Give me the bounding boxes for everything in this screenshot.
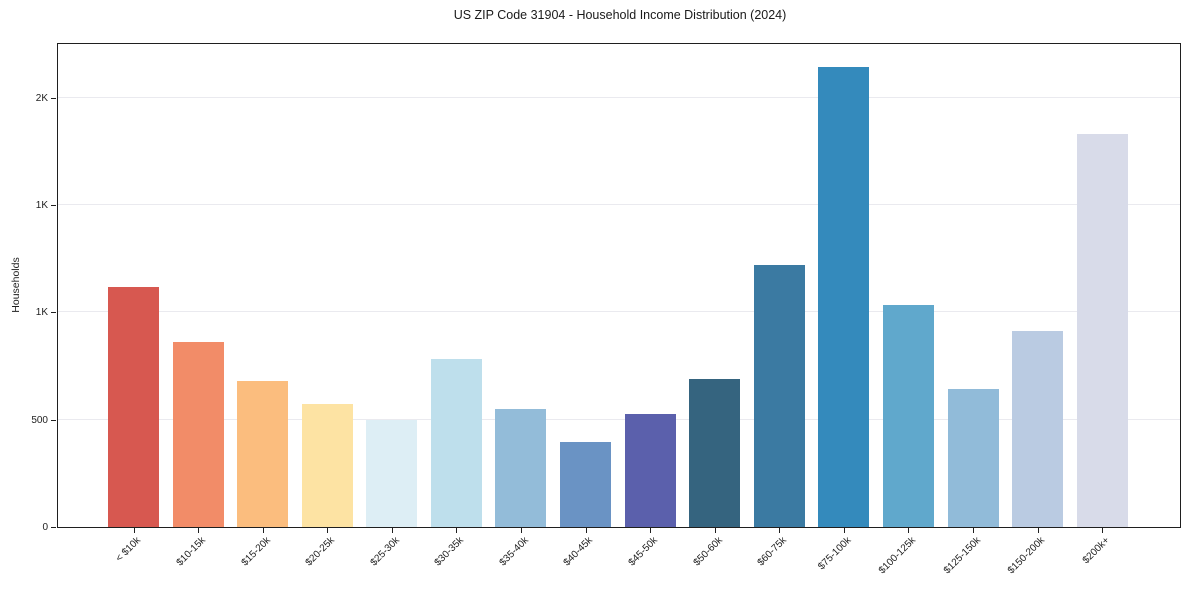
- x-tick-mark: [585, 528, 587, 533]
- x-tick-label: $60-75k: [755, 535, 790, 569]
- bar-< $10k: [108, 286, 159, 527]
- x-tick-mark: [1102, 528, 1104, 533]
- bar-$15-20k: [237, 381, 289, 527]
- x-tick-label: $35-40k: [497, 535, 531, 569]
- x-tick-mark: [843, 528, 845, 533]
- y-tick-mark: [51, 97, 56, 99]
- x-tick-label: $20-25k: [303, 535, 338, 569]
- x-tick-label: $40-45k: [562, 535, 596, 569]
- x-tick-label: $45-50k: [626, 535, 660, 569]
- chart-title: US ZIP Code 31904 - Household Income Dis…: [453, 8, 787, 22]
- x-tick-mark: [520, 528, 522, 533]
- bar-$125-150k: [947, 388, 999, 527]
- y-tick-mark: [51, 205, 56, 207]
- bar-$50-60k: [689, 378, 741, 527]
- x-tick-label: < $10k: [114, 535, 144, 565]
- gridline: [58, 418, 1180, 420]
- bar-$40-45k: [560, 442, 612, 527]
- y-tick-label: 1K: [35, 200, 48, 212]
- y-tick-mark: [51, 312, 56, 314]
- x-tick-label: $10-15k: [174, 535, 208, 569]
- x-tick-mark: [262, 528, 264, 533]
- gridline: [58, 96, 1180, 98]
- x-tick-label: $15-20k: [239, 535, 273, 569]
- y-tick-label: 0: [42, 522, 48, 533]
- x-tick-mark: [133, 528, 135, 533]
- bar-$25-30k: [366, 419, 418, 527]
- gridline: [58, 204, 1180, 206]
- x-tick-label: $50-60k: [691, 535, 725, 569]
- plot-area: [57, 43, 1181, 528]
- y-tick-label: 1K: [35, 307, 48, 319]
- x-tick-mark: [456, 528, 458, 533]
- bar-$150-200k: [1012, 330, 1064, 527]
- bar-$100-125k: [882, 304, 934, 527]
- bar-$10-15k: [172, 342, 224, 527]
- bar-$75-100k: [818, 66, 870, 527]
- x-tick-mark: [198, 528, 200, 533]
- x-tick-label: $75-100k: [816, 535, 854, 573]
- bar-$60-75k: [753, 265, 805, 527]
- x-tick-label: $100-125k: [877, 535, 919, 577]
- x-tick-label: $125-150k: [941, 535, 983, 577]
- gridline: [58, 311, 1180, 313]
- y-tick-mark: [51, 419, 56, 421]
- bar-$20-25k: [301, 403, 353, 527]
- y-tick-label: 500: [31, 414, 48, 426]
- x-tick-mark: [327, 528, 329, 533]
- bar-$35-40k: [495, 408, 547, 527]
- x-tick-label: $150-200k: [1006, 535, 1048, 577]
- bar-$200k+: [1076, 134, 1128, 527]
- x-tick-mark: [714, 528, 716, 533]
- x-tick-mark: [1037, 528, 1039, 533]
- x-tick-mark: [779, 528, 781, 533]
- x-tick-mark: [650, 528, 652, 533]
- x-tick-mark: [391, 528, 393, 533]
- bar-$30-35k: [430, 358, 482, 527]
- y-tick-label: 2K: [35, 92, 48, 104]
- x-tick-label: $200k+: [1080, 535, 1112, 567]
- x-tick-label: $25-30k: [368, 535, 402, 569]
- y-tick-mark: [51, 527, 56, 528]
- x-tick-label: $30-35k: [432, 535, 467, 569]
- x-tick-mark: [908, 528, 910, 533]
- bar-$45-50k: [624, 414, 676, 527]
- x-tick-mark: [973, 528, 975, 533]
